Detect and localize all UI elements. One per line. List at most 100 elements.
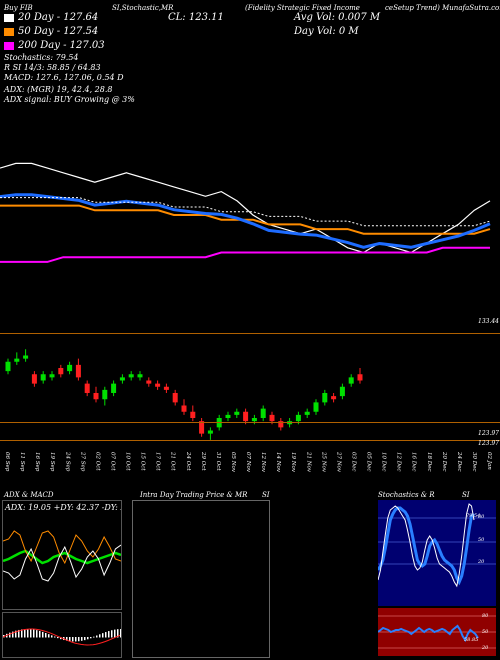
- ema50-swatch: [4, 28, 14, 36]
- candle-body: [128, 374, 134, 378]
- stoch-tick-80: 80: [478, 514, 485, 520]
- macd-hist-bar: [120, 629, 121, 638]
- x-tick-label: 21 Oct: [170, 451, 176, 471]
- candle-body: [295, 414, 301, 422]
- candle-body: [357, 374, 363, 381]
- chart-title-mid: SI,Stochastic,MR: [112, 4, 174, 12]
- macd-hist-bar: [102, 633, 104, 638]
- x-tick-label: 27 Nov: [335, 451, 341, 473]
- series-line-dotted: [0, 197, 491, 227]
- macd-hist-bar: [75, 637, 77, 642]
- x-tick-label: 10 Dec: [381, 452, 387, 472]
- rsi-panel: 80 50 20 58.85: [378, 608, 496, 656]
- intra-panel-si: SI: [262, 491, 270, 499]
- macd-hist-bar: [12, 631, 14, 638]
- x-tick-label: 15 Oct: [140, 452, 146, 471]
- rsi-tick-20: 20: [482, 645, 489, 651]
- rsi-tick-80: 80: [482, 613, 489, 619]
- x-tick-label: 31 Oct: [215, 452, 221, 471]
- avg-volume: Avg Vol: 0.007 M: [294, 12, 381, 23]
- candle-body: [155, 383, 161, 387]
- candle-body: [119, 377, 125, 381]
- x-tick-label: 24 Sep: [64, 451, 70, 472]
- day-volume: Day Vol: 0 M: [294, 26, 359, 37]
- candle-body: [269, 414, 275, 422]
- macd-hist-bar: [111, 630, 113, 638]
- macd-hist-bar: [84, 637, 86, 641]
- x-tick-label: 06 Sep: [4, 452, 10, 472]
- stoch-tick-50: 50: [478, 537, 485, 543]
- x-tick-label: 16 Dec: [411, 452, 417, 472]
- macd-hist-bar: [54, 636, 56, 638]
- candle-body: [348, 377, 354, 384]
- x-tick-label: 27 Sep: [79, 451, 85, 472]
- candle-body: [234, 411, 240, 415]
- candle-body: [137, 374, 143, 378]
- candle-sep-2: [0, 440, 500, 441]
- macd-hist-bar: [69, 637, 71, 642]
- x-tick-label: 05 Nov: [230, 452, 236, 473]
- candle-body: [181, 405, 187, 412]
- minus-di-line: [3, 544, 121, 582]
- x-tick-label: 19 Nov: [290, 452, 296, 473]
- candle-body: [243, 411, 249, 422]
- macd-hist-bar: [114, 629, 116, 638]
- x-tick-label: 25 Nov: [320, 451, 326, 473]
- macd-hist-bar: [27, 629, 29, 638]
- adx-line: [3, 549, 121, 565]
- candle-body: [93, 393, 99, 400]
- chart-title-left: Buy FIB: [4, 4, 33, 12]
- x-tick-label: 29 Oct: [200, 451, 206, 471]
- price-axis-mid: 123.97: [478, 430, 499, 437]
- candle-body: [322, 393, 328, 403]
- macd-hist-bar: [72, 637, 74, 642]
- macd-hist-bar: [57, 637, 59, 639]
- x-tick-label: 12 Nov: [260, 452, 266, 473]
- macd-hist-bar: [105, 632, 107, 638]
- macd-panel: [2, 612, 122, 658]
- x-tick-label: 21 Nov: [305, 451, 311, 473]
- rsi-readout: R SI 14/3: 58.85 / 64.83: [4, 63, 101, 72]
- candle-body: [251, 418, 257, 422]
- x-tick-label: 12 Dec: [396, 452, 402, 472]
- close-price: CL: 123.11: [168, 12, 224, 23]
- candle-body: [58, 368, 64, 375]
- ema200-swatch: [4, 42, 14, 50]
- macd-hist-bar: [18, 629, 20, 638]
- series-line-blue: [0, 193, 491, 249]
- candle-body: [49, 374, 55, 378]
- stochastics-readout: Stochastics: 79.54: [4, 53, 79, 62]
- x-tick-label: 10 Oct: [125, 452, 131, 471]
- stoch-panel-title: Stochastics & R: [378, 491, 435, 499]
- intra-panel-title: Intra Day Trading Price & MR: [140, 491, 248, 499]
- candle-body: [172, 393, 178, 403]
- candle-body: [199, 421, 205, 434]
- macd-readout: MACD: 127.6, 127.06, 0.54 D: [4, 73, 124, 82]
- candle-sep-1: [0, 422, 500, 423]
- ema-chart: [0, 162, 491, 263]
- macd-hist-bar: [21, 629, 23, 638]
- x-tick-label: 24 Oct: [185, 451, 191, 471]
- macd-hist-bar: [90, 637, 92, 639]
- x-tick-label: 07 Nov: [245, 452, 251, 473]
- ema50-label: 50 Day - 127.54: [18, 26, 99, 37]
- candle-body: [339, 386, 345, 397]
- macd-hist-bar: [48, 634, 50, 638]
- x-tick-label: 19 Sep: [49, 452, 55, 472]
- macd-hist-bar: [45, 632, 47, 638]
- x-tick-label: 03 Dec: [350, 452, 356, 472]
- macd-hist-bar: [66, 637, 68, 641]
- candle-body: [225, 414, 231, 418]
- macd-hist-bar: [60, 637, 62, 640]
- macd-signal-line: [3, 628, 121, 646]
- x-tick-label: 11 Sep: [19, 452, 25, 472]
- adx-signal: ADX signal: BUY Growing @ 3%: [4, 95, 135, 104]
- panel-separator: [0, 333, 500, 334]
- chart-title-right: (Fidelity Strategic Fixed Income: [245, 4, 360, 12]
- candlestick-chart: [5, 349, 363, 440]
- macd-hist-bar: [24, 629, 26, 638]
- candle-body: [84, 383, 90, 393]
- macd-hist-bar: [96, 635, 98, 638]
- macd-hist-bar: [39, 630, 41, 638]
